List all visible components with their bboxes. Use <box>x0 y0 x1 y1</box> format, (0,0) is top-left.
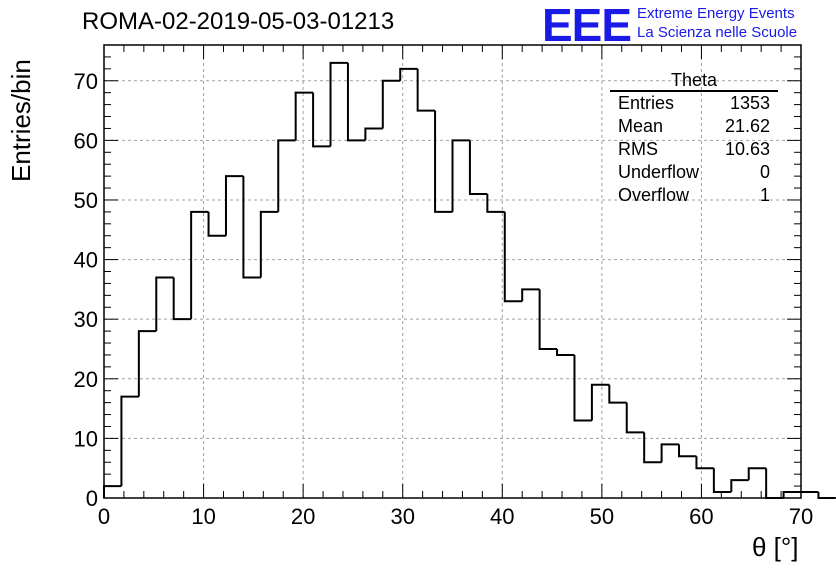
y-tick-label: 40 <box>74 248 98 273</box>
stats-row-entries: Entries 1353 <box>610 92 778 115</box>
histogram-bin <box>730 479 749 493</box>
histogram-bin <box>538 289 558 350</box>
y-tick-label: 10 <box>74 426 98 451</box>
histogram-bin <box>277 139 296 212</box>
logo-caption: Extreme Energy Events La Scienza nelle S… <box>637 4 797 42</box>
stats-label: RMS <box>618 139 658 159</box>
histogram-bin <box>625 402 645 434</box>
histogram-bin <box>190 210 209 320</box>
x-tick-label: 70 <box>789 504 813 529</box>
histogram-bin <box>120 395 139 487</box>
stats-label: Underflow <box>618 162 700 182</box>
stats-box: Theta Entries 1353 Mean 21.62 RMS 10.63 … <box>610 70 778 207</box>
x-axis-label: θ [°] <box>752 532 799 562</box>
histogram-bin <box>782 491 801 498</box>
histogram-bin <box>556 348 575 356</box>
histogram-bin <box>346 62 366 142</box>
logo-line-1: Extreme Energy Events <box>637 5 795 22</box>
histogram-bin <box>381 79 401 129</box>
stats-value: 10.63 <box>724 139 770 159</box>
stats-row-mean: Mean 21.62 <box>610 115 778 138</box>
stats-value: 0 <box>759 162 770 182</box>
histogram-bin <box>137 330 157 397</box>
logo-line-2: La Scienza nelle Scuole <box>637 24 798 41</box>
histogram-bin <box>364 127 383 141</box>
histogram-bin <box>573 354 592 422</box>
x-tick-label: 0 <box>98 504 110 529</box>
histogram-bin <box>608 384 627 404</box>
histogram-bin <box>486 194 505 213</box>
y-tick-label: 20 <box>74 367 98 392</box>
y-tick-label: 0 <box>86 486 98 511</box>
histogram-bin <box>242 176 261 279</box>
histogram-bin <box>399 67 418 81</box>
stats-row-rms: RMS 10.63 <box>610 138 778 161</box>
histogram-bin <box>747 467 767 481</box>
histogram-bin <box>329 61 348 147</box>
histogram-bin <box>224 175 244 236</box>
stats-label: Mean <box>618 116 664 136</box>
y-tick-label: 50 <box>74 188 98 213</box>
histogram-bin <box>155 276 174 332</box>
histogram-bin <box>416 68 436 112</box>
histogram-bin <box>695 456 714 470</box>
histogram-bin <box>103 485 122 498</box>
stats-value: 1 <box>759 185 770 205</box>
histogram-bin <box>259 210 279 278</box>
y-axis-label: Entries/bin <box>6 59 36 182</box>
stats-label: Entries <box>618 93 675 113</box>
x-tick-label: 30 <box>390 504 414 529</box>
histogram-bin <box>434 110 453 213</box>
stats-value: 1353 <box>729 93 770 113</box>
eee-logo: EEE <box>542 0 632 51</box>
y-tick-label: 30 <box>74 307 98 332</box>
histogram-bin <box>660 443 680 463</box>
stats-row-overflow: Overflow 1 <box>610 184 778 207</box>
histogram-bin <box>451 139 470 212</box>
stats-box-title: Theta <box>610 70 778 92</box>
histogram-bin <box>712 468 732 494</box>
histogram-bin <box>643 432 662 464</box>
histogram-bin <box>468 140 488 196</box>
stats-value: 21.62 <box>724 116 770 136</box>
y-tick-label: 60 <box>74 128 98 153</box>
stats-label: Overflow <box>618 185 690 205</box>
histogram-bin <box>207 211 226 237</box>
x-tick-label: 10 <box>191 504 215 529</box>
stats-row-underflow: Underflow 0 <box>610 161 778 184</box>
histogram-bin <box>503 211 523 303</box>
x-tick-label: 50 <box>590 504 614 529</box>
histogram-bin <box>678 444 697 458</box>
y-tick-label: 70 <box>74 69 98 94</box>
x-tick-label: 60 <box>689 504 713 529</box>
histogram-bin <box>312 92 331 148</box>
chart-title: ROMA-02-2019-05-03-01213 <box>82 8 395 35</box>
plot-frame <box>103 44 802 499</box>
histogram-bin <box>590 383 610 421</box>
histogram-bin <box>521 288 540 302</box>
x-tick-label: 20 <box>291 504 315 529</box>
histogram-bin <box>294 91 314 141</box>
x-tick-label: 40 <box>490 504 514 529</box>
histogram-bin <box>817 492 836 499</box>
histogram-bin <box>172 277 192 321</box>
